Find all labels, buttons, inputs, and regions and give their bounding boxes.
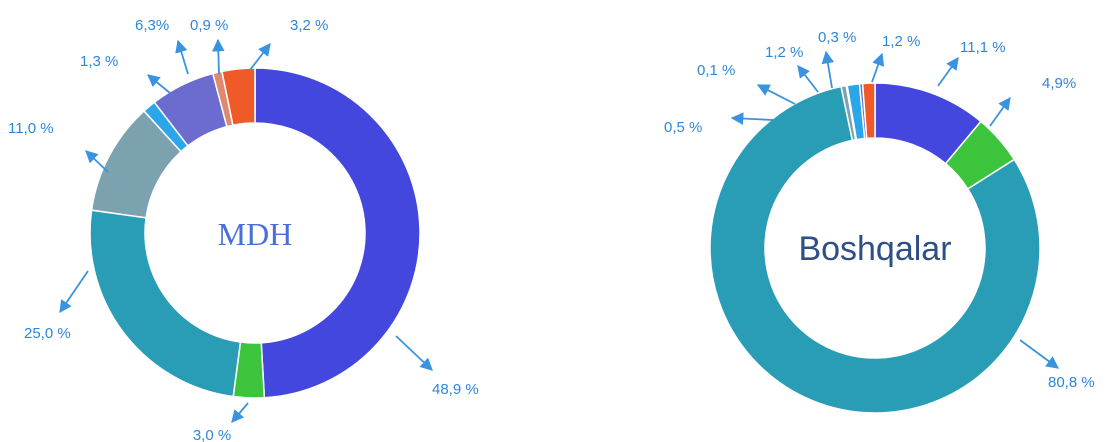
donut-slice-2 bbox=[89, 209, 242, 398]
slice-value-label-3: 11,0 % bbox=[8, 120, 54, 137]
donut-slice-2 bbox=[709, 85, 1041, 414]
slice-value-label-2: 25,0 % bbox=[24, 325, 71, 342]
slice-value-label-0: 48,9 % bbox=[432, 381, 479, 398]
slice-leader-arrow-2 bbox=[1019, 339, 1060, 369]
slice-leader-arrow-1 bbox=[989, 96, 1011, 127]
slice-leader-arrow-7 bbox=[249, 43, 271, 71]
slice-value-label-5: 6,3% bbox=[135, 17, 169, 34]
slice-value-label-1: 4,9% bbox=[1042, 75, 1076, 92]
donut-slice-0 bbox=[254, 67, 421, 399]
slice-value-label-3: 0,5 % bbox=[664, 119, 702, 136]
slice-leader-arrow-6 bbox=[821, 50, 835, 89]
slice-value-label-1: 3,0 % bbox=[193, 427, 231, 442]
slice-value-label-7: 1,2 % bbox=[882, 33, 920, 50]
slice-leader-arrow-5 bbox=[797, 65, 819, 93]
donut-slice-7 bbox=[221, 67, 256, 127]
slice-leader-arrow-7 bbox=[871, 52, 885, 83]
donut-chart-mdh: 48,9 % 3,0 % 25,0 % 11,0 % 1,3 % 6,3% 0,9 % 3,2… bbox=[8, 17, 479, 442]
slice-leader-arrow-4 bbox=[147, 74, 171, 94]
slice-value-label-0: 11,1 % bbox=[960, 39, 1006, 56]
donut-chart-boshqalar: 11,1 % 4,9% 80,8 % 0,5 % 0,1 % 1,2 % 0,3 % 1,2 … bbox=[664, 29, 1095, 414]
slice-leader-arrow-1 bbox=[231, 402, 249, 423]
slice-leader-arrow-0 bbox=[937, 56, 959, 87]
slice-leader-arrow-5 bbox=[175, 39, 189, 75]
slice-leader-arrow-0 bbox=[395, 335, 433, 371]
slice-value-label-6: 0,3 % bbox=[818, 29, 856, 46]
slice-value-label-6: 0,9 % bbox=[190, 17, 228, 34]
slice-leader-arrow-6 bbox=[212, 38, 225, 75]
slice-value-label-7: 3,2 % bbox=[290, 17, 328, 34]
donut-slice-7 bbox=[861, 82, 876, 140]
slice-leader-arrow-4 bbox=[756, 84, 796, 105]
slice-leader-arrow-2 bbox=[59, 270, 89, 314]
slice-value-label-4: 1,3 % bbox=[80, 53, 118, 70]
slice-value-label-5: 1,2 % bbox=[765, 44, 803, 61]
slice-value-label-4: 0,1 % bbox=[697, 62, 735, 79]
slice-value-label-2: 80,8 % bbox=[1048, 374, 1095, 391]
donut-center-label: Boshqalar bbox=[798, 230, 951, 268]
donut-center-label: MDH bbox=[218, 216, 293, 252]
slice-leader-arrow-3 bbox=[85, 150, 109, 173]
slice-leader-arrow-3 bbox=[730, 112, 774, 125]
